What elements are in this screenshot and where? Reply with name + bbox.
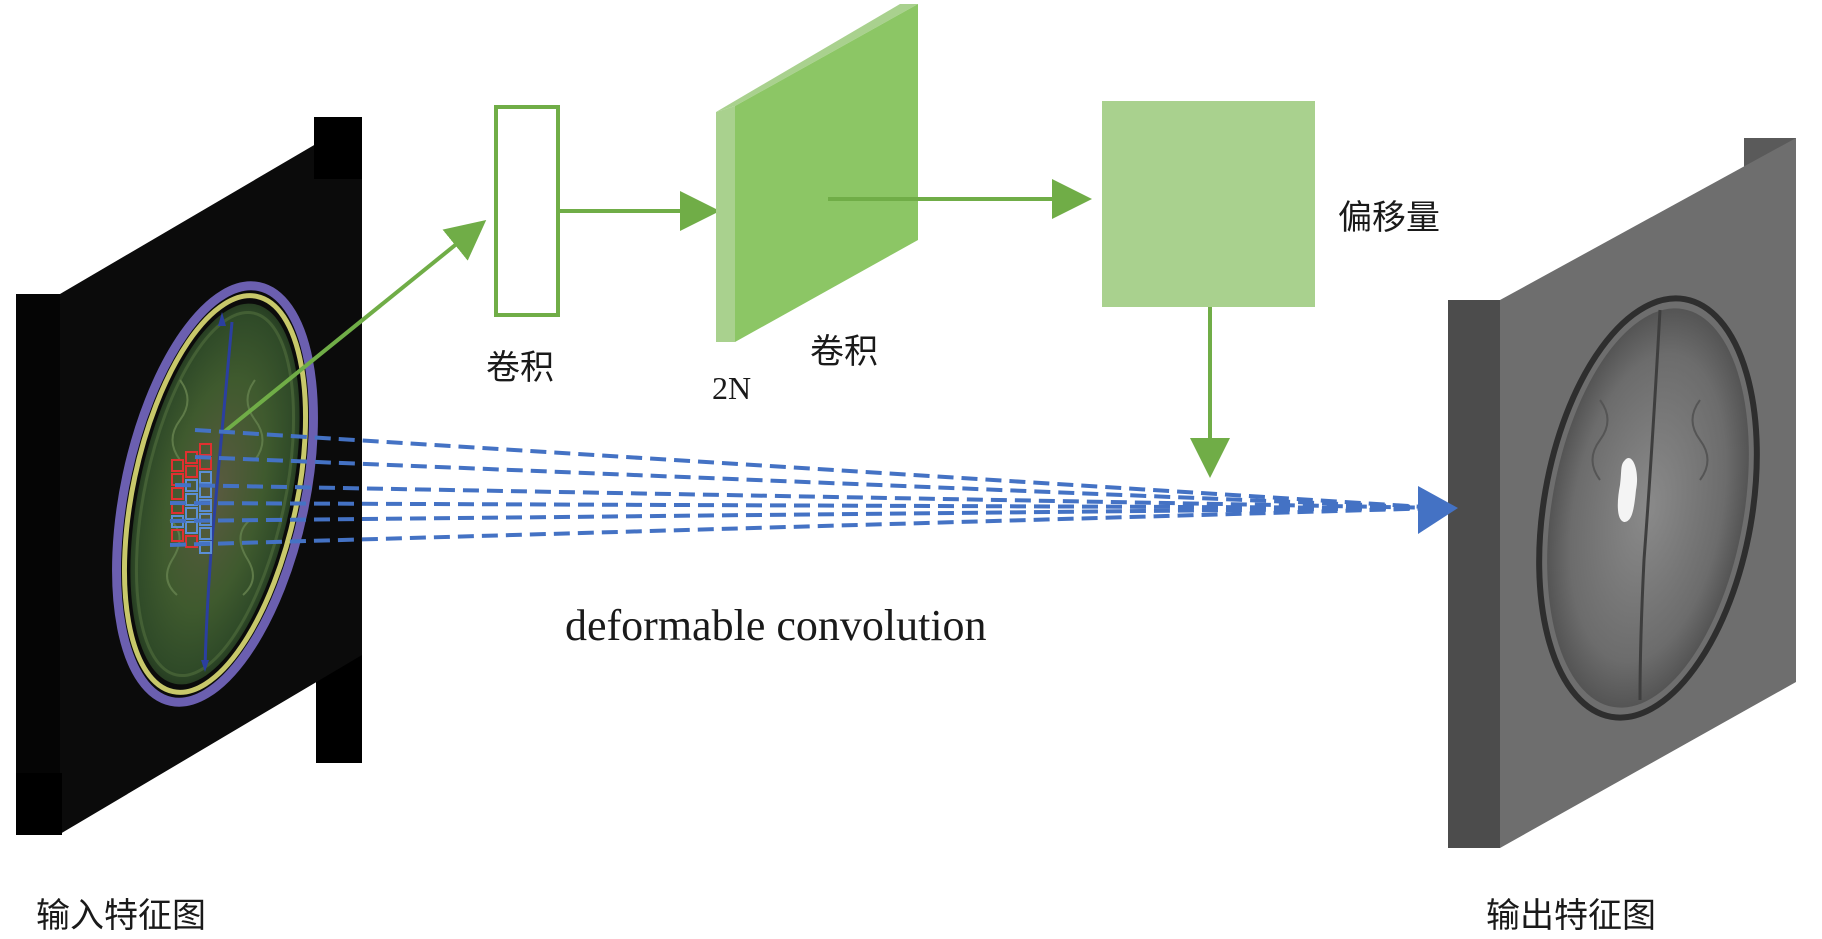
- offset-field-side: [716, 106, 735, 342]
- offset-field-top: [716, 4, 918, 112]
- output-feature-map-label: 输出特征图: [1486, 896, 1656, 936]
- output-panel-side: [1448, 300, 1500, 848]
- conv-kernel-box: [494, 105, 560, 317]
- conv-label-1: 卷积: [486, 348, 554, 388]
- input-panel-side: [16, 294, 60, 834]
- conv-label-2: 卷积: [810, 332, 878, 372]
- input-feature-map-label: 输入特征图: [36, 896, 206, 936]
- caption: deformable convolution: [565, 601, 987, 650]
- output-brain-image: [1536, 295, 1760, 721]
- input-feature-map: [16, 117, 362, 835]
- arrow-input-to-conv: [222, 219, 487, 434]
- offset-field-block: [716, 4, 918, 342]
- input-corner-block-top: [314, 117, 362, 179]
- input-brain-image: [112, 281, 318, 707]
- offset-block: [1102, 101, 1315, 307]
- input-corner-block-bottom: [16, 773, 62, 835]
- output-feature-map: [1448, 138, 1796, 848]
- sampling-lines: [169, 428, 1441, 547]
- offset-field-face: [735, 4, 918, 342]
- offset-label: 偏移量: [1338, 198, 1440, 238]
- channels-label: 2N: [712, 370, 752, 406]
- sampling-arrowhead: [1418, 486, 1458, 534]
